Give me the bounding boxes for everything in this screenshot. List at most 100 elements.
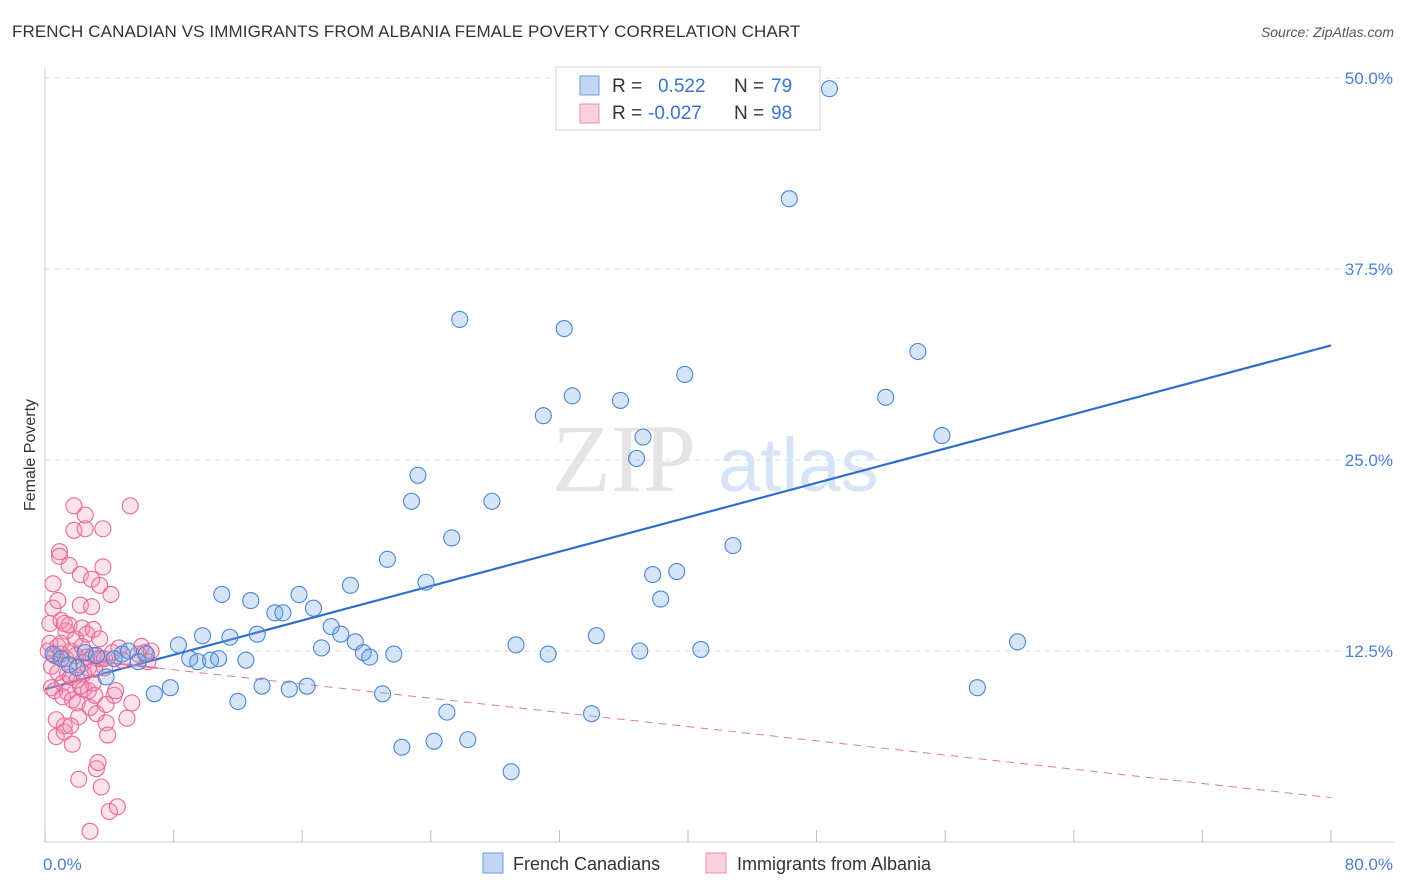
french-canadian-point-53 bbox=[502, 763, 520, 781]
french-canadian-point-26 bbox=[253, 677, 271, 695]
french-canadian-point-77 bbox=[1008, 633, 1027, 651]
french-canadian-point-57 bbox=[555, 320, 573, 338]
albania-point-19 bbox=[55, 717, 73, 735]
albania-point-4 bbox=[42, 679, 60, 697]
french-canadian-point-74 bbox=[909, 342, 927, 361]
french-canadian-point-71 bbox=[780, 190, 798, 208]
albania-point-91 bbox=[62, 717, 80, 735]
albania-point-94 bbox=[49, 592, 67, 610]
bottom-legend-swatch-pink bbox=[705, 852, 727, 874]
french-canadian-point-72 bbox=[820, 80, 839, 98]
legend-r-value-1: 0.522 bbox=[658, 76, 706, 97]
french-canadian-point-50 bbox=[451, 310, 469, 328]
trend-line-albania-dashed bbox=[157, 667, 1332, 799]
albania-point-60 bbox=[87, 760, 105, 778]
french-canadian-point-76 bbox=[968, 679, 986, 697]
french-canadian-point-62 bbox=[628, 449, 646, 468]
french-canadian-point-52 bbox=[483, 492, 501, 510]
albania-point-58 bbox=[86, 686, 104, 704]
legend-swatch-pink bbox=[579, 103, 600, 124]
legend-swatch-blue bbox=[579, 75, 600, 96]
french-canadian-point-75 bbox=[933, 427, 951, 445]
source-credit: Source: ZipAtlas.com bbox=[1260, 24, 1394, 40]
albania-point-67 bbox=[94, 558, 112, 576]
french-canadian-point-45 bbox=[409, 466, 427, 484]
albania-point-46 bbox=[76, 520, 94, 538]
albania-point-30 bbox=[63, 735, 81, 753]
french-canadian-point-60 bbox=[587, 627, 605, 645]
albania-point-38 bbox=[70, 770, 88, 788]
french-canadian-point-39 bbox=[361, 648, 379, 666]
french-canadian-point-36 bbox=[341, 576, 359, 594]
watermark: ZIP atlas bbox=[552, 405, 879, 512]
albania-point-96 bbox=[71, 677, 89, 695]
bottom-legend-label-1: French Canadians bbox=[513, 854, 660, 874]
french-canadian-point-21 bbox=[221, 628, 239, 646]
albania-point-5 bbox=[44, 575, 62, 593]
albania-point-63 bbox=[91, 576, 109, 594]
albania-point-79 bbox=[108, 798, 126, 816]
french-canadian-point-20 bbox=[213, 585, 231, 604]
french-canadian-point-40 bbox=[374, 685, 392, 703]
series-french-canadians-points bbox=[44, 80, 1027, 781]
albania-point-82 bbox=[118, 709, 136, 727]
bottom-legend-swatch-blue bbox=[482, 852, 504, 874]
french-canadian-point-46 bbox=[417, 573, 435, 591]
y-tick-label-1: 25.0% bbox=[1345, 451, 1393, 470]
correlation-legend: R = 0.522 N = 79 R = -0.027 N = 98 bbox=[555, 66, 821, 131]
x-tick-label-1: 80.0% bbox=[1345, 855, 1393, 874]
french-canadian-point-48 bbox=[438, 703, 456, 721]
albania-point-72 bbox=[97, 714, 115, 732]
french-canadian-point-42 bbox=[385, 645, 403, 663]
albania-point-89 bbox=[121, 497, 139, 515]
french-canadian-point-58 bbox=[563, 387, 581, 405]
legend-n-value-2: 98 bbox=[771, 103, 792, 124]
albania-point-68 bbox=[94, 520, 112, 538]
series-legend: French Canadians Immigrants from Albania bbox=[482, 852, 932, 874]
french-canadian-point-23 bbox=[237, 651, 255, 669]
legend-r-value-2: -0.027 bbox=[648, 103, 702, 124]
y-tick-labels: 12.5% 25.0% 37.5% 50.0% bbox=[1345, 69, 1393, 661]
french-canadian-point-9 bbox=[120, 642, 138, 660]
french-canadian-point-24 bbox=[242, 592, 260, 610]
albania-point-88 bbox=[142, 642, 160, 660]
albania-point-45 bbox=[76, 506, 94, 524]
french-canadian-point-66 bbox=[652, 590, 670, 608]
albania-point-78 bbox=[107, 682, 125, 700]
french-canadian-point-56 bbox=[539, 645, 557, 663]
albania-point-83 bbox=[123, 694, 141, 712]
french-canadian-point-22 bbox=[229, 692, 247, 710]
french-canadian-point-14 bbox=[169, 636, 187, 654]
axes bbox=[44, 68, 1394, 843]
bottom-legend-label-2: Immigrants from Albania bbox=[737, 854, 932, 874]
french-canadian-point-17 bbox=[193, 627, 212, 645]
albania-point-52 bbox=[81, 822, 99, 840]
albania-point-15 bbox=[52, 611, 70, 629]
legend-n-value-1: 79 bbox=[771, 76, 792, 97]
french-canadian-point-51 bbox=[459, 731, 477, 749]
y-tick-label-3: 50.0% bbox=[1345, 69, 1393, 88]
french-canadian-point-13 bbox=[161, 679, 179, 697]
french-canadian-point-35 bbox=[332, 625, 350, 643]
x-tick-label-0: 0.0% bbox=[43, 855, 82, 874]
french-canadian-point-59 bbox=[582, 705, 601, 723]
french-canadian-point-67 bbox=[668, 562, 686, 581]
legend-n-label-1: N = bbox=[734, 76, 764, 97]
legend-r-label-2: R = bbox=[612, 103, 642, 124]
albania-point-75 bbox=[102, 585, 120, 604]
french-canadian-point-19 bbox=[210, 650, 228, 668]
albania-point-31 bbox=[65, 497, 83, 515]
albania-point-73 bbox=[99, 726, 117, 744]
albania-point-64 bbox=[91, 630, 109, 648]
french-canadian-point-61 bbox=[611, 391, 630, 409]
french-canadian-point-29 bbox=[280, 680, 298, 698]
legend-n-label-2: N = bbox=[734, 103, 764, 124]
french-canadian-point-63 bbox=[631, 642, 649, 660]
french-canadian-point-3 bbox=[68, 659, 86, 677]
french-canadian-point-30 bbox=[290, 585, 308, 604]
french-canadian-point-33 bbox=[312, 639, 331, 657]
watermark-zip: ZIP bbox=[552, 405, 696, 512]
albania-point-29 bbox=[63, 691, 81, 709]
french-canadian-point-0 bbox=[44, 645, 62, 663]
